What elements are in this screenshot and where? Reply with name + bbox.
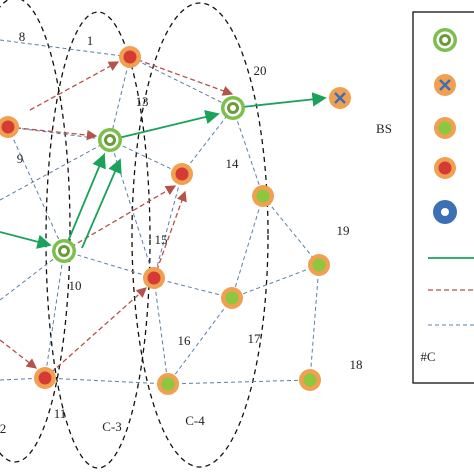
cluster-outline xyxy=(45,11,151,469)
node-red xyxy=(1,120,15,134)
legend-box xyxy=(412,11,474,384)
node-red xyxy=(38,371,52,385)
node-label: 10 xyxy=(69,278,82,293)
node-green xyxy=(225,291,239,305)
node-head xyxy=(442,37,448,43)
node-label: 11 xyxy=(54,406,67,421)
node-label: 9 xyxy=(17,151,24,166)
labels: 8 1 20 13 9 14 15 19 10 16 17 18 11 BS 2… xyxy=(0,29,392,436)
cluster-outline xyxy=(131,2,269,468)
node-red xyxy=(123,50,137,64)
node-label: 18 xyxy=(350,357,363,372)
relay-arrow xyxy=(0,339,38,369)
legend: #C xyxy=(412,11,474,384)
node-label: 14 xyxy=(226,156,240,171)
node-label: 16 xyxy=(178,333,192,348)
node-sink xyxy=(334,92,346,104)
relay-arrow xyxy=(29,61,120,111)
nodes xyxy=(0,46,351,395)
node-label: 20 xyxy=(254,63,267,78)
legend-icons xyxy=(433,28,457,224)
node-label: 1 xyxy=(87,33,94,48)
route-arrow xyxy=(63,153,106,252)
node-green xyxy=(438,121,452,135)
relay-arrow xyxy=(44,287,147,379)
node-green xyxy=(303,373,317,387)
node-head xyxy=(61,248,67,254)
cluster-label: 2 xyxy=(0,421,6,436)
node-green xyxy=(256,189,270,203)
node-head xyxy=(107,137,113,143)
node-label: 8 xyxy=(19,29,26,44)
sink-label: BS xyxy=(376,121,392,136)
relay-arrow xyxy=(7,126,98,141)
cluster-label: C-3 xyxy=(102,419,122,434)
node-red xyxy=(147,271,161,285)
route-arrow xyxy=(109,109,220,141)
node-label: 13 xyxy=(136,94,149,109)
cluster-outline xyxy=(0,0,71,463)
node-sink xyxy=(439,79,451,91)
node-green xyxy=(161,377,175,391)
node-label: 15 xyxy=(155,232,168,247)
node-red xyxy=(175,167,189,181)
relay-arrow xyxy=(153,190,187,279)
node-head xyxy=(230,105,236,111)
legend-label: #C xyxy=(420,349,435,364)
node-green xyxy=(312,258,326,272)
cluster-label: C-4 xyxy=(185,413,205,428)
node-label: 19 xyxy=(337,223,350,238)
route-arrow xyxy=(81,158,122,249)
link xyxy=(0,39,320,385)
route-arrow xyxy=(0,231,52,249)
node-label: 17 xyxy=(248,331,262,346)
links xyxy=(0,39,327,385)
relay-arrow xyxy=(63,185,177,252)
clusters xyxy=(0,0,269,469)
node-base xyxy=(441,208,449,216)
node-red xyxy=(438,161,452,175)
route-arrow xyxy=(232,92,327,109)
relay-arrow xyxy=(129,56,234,96)
